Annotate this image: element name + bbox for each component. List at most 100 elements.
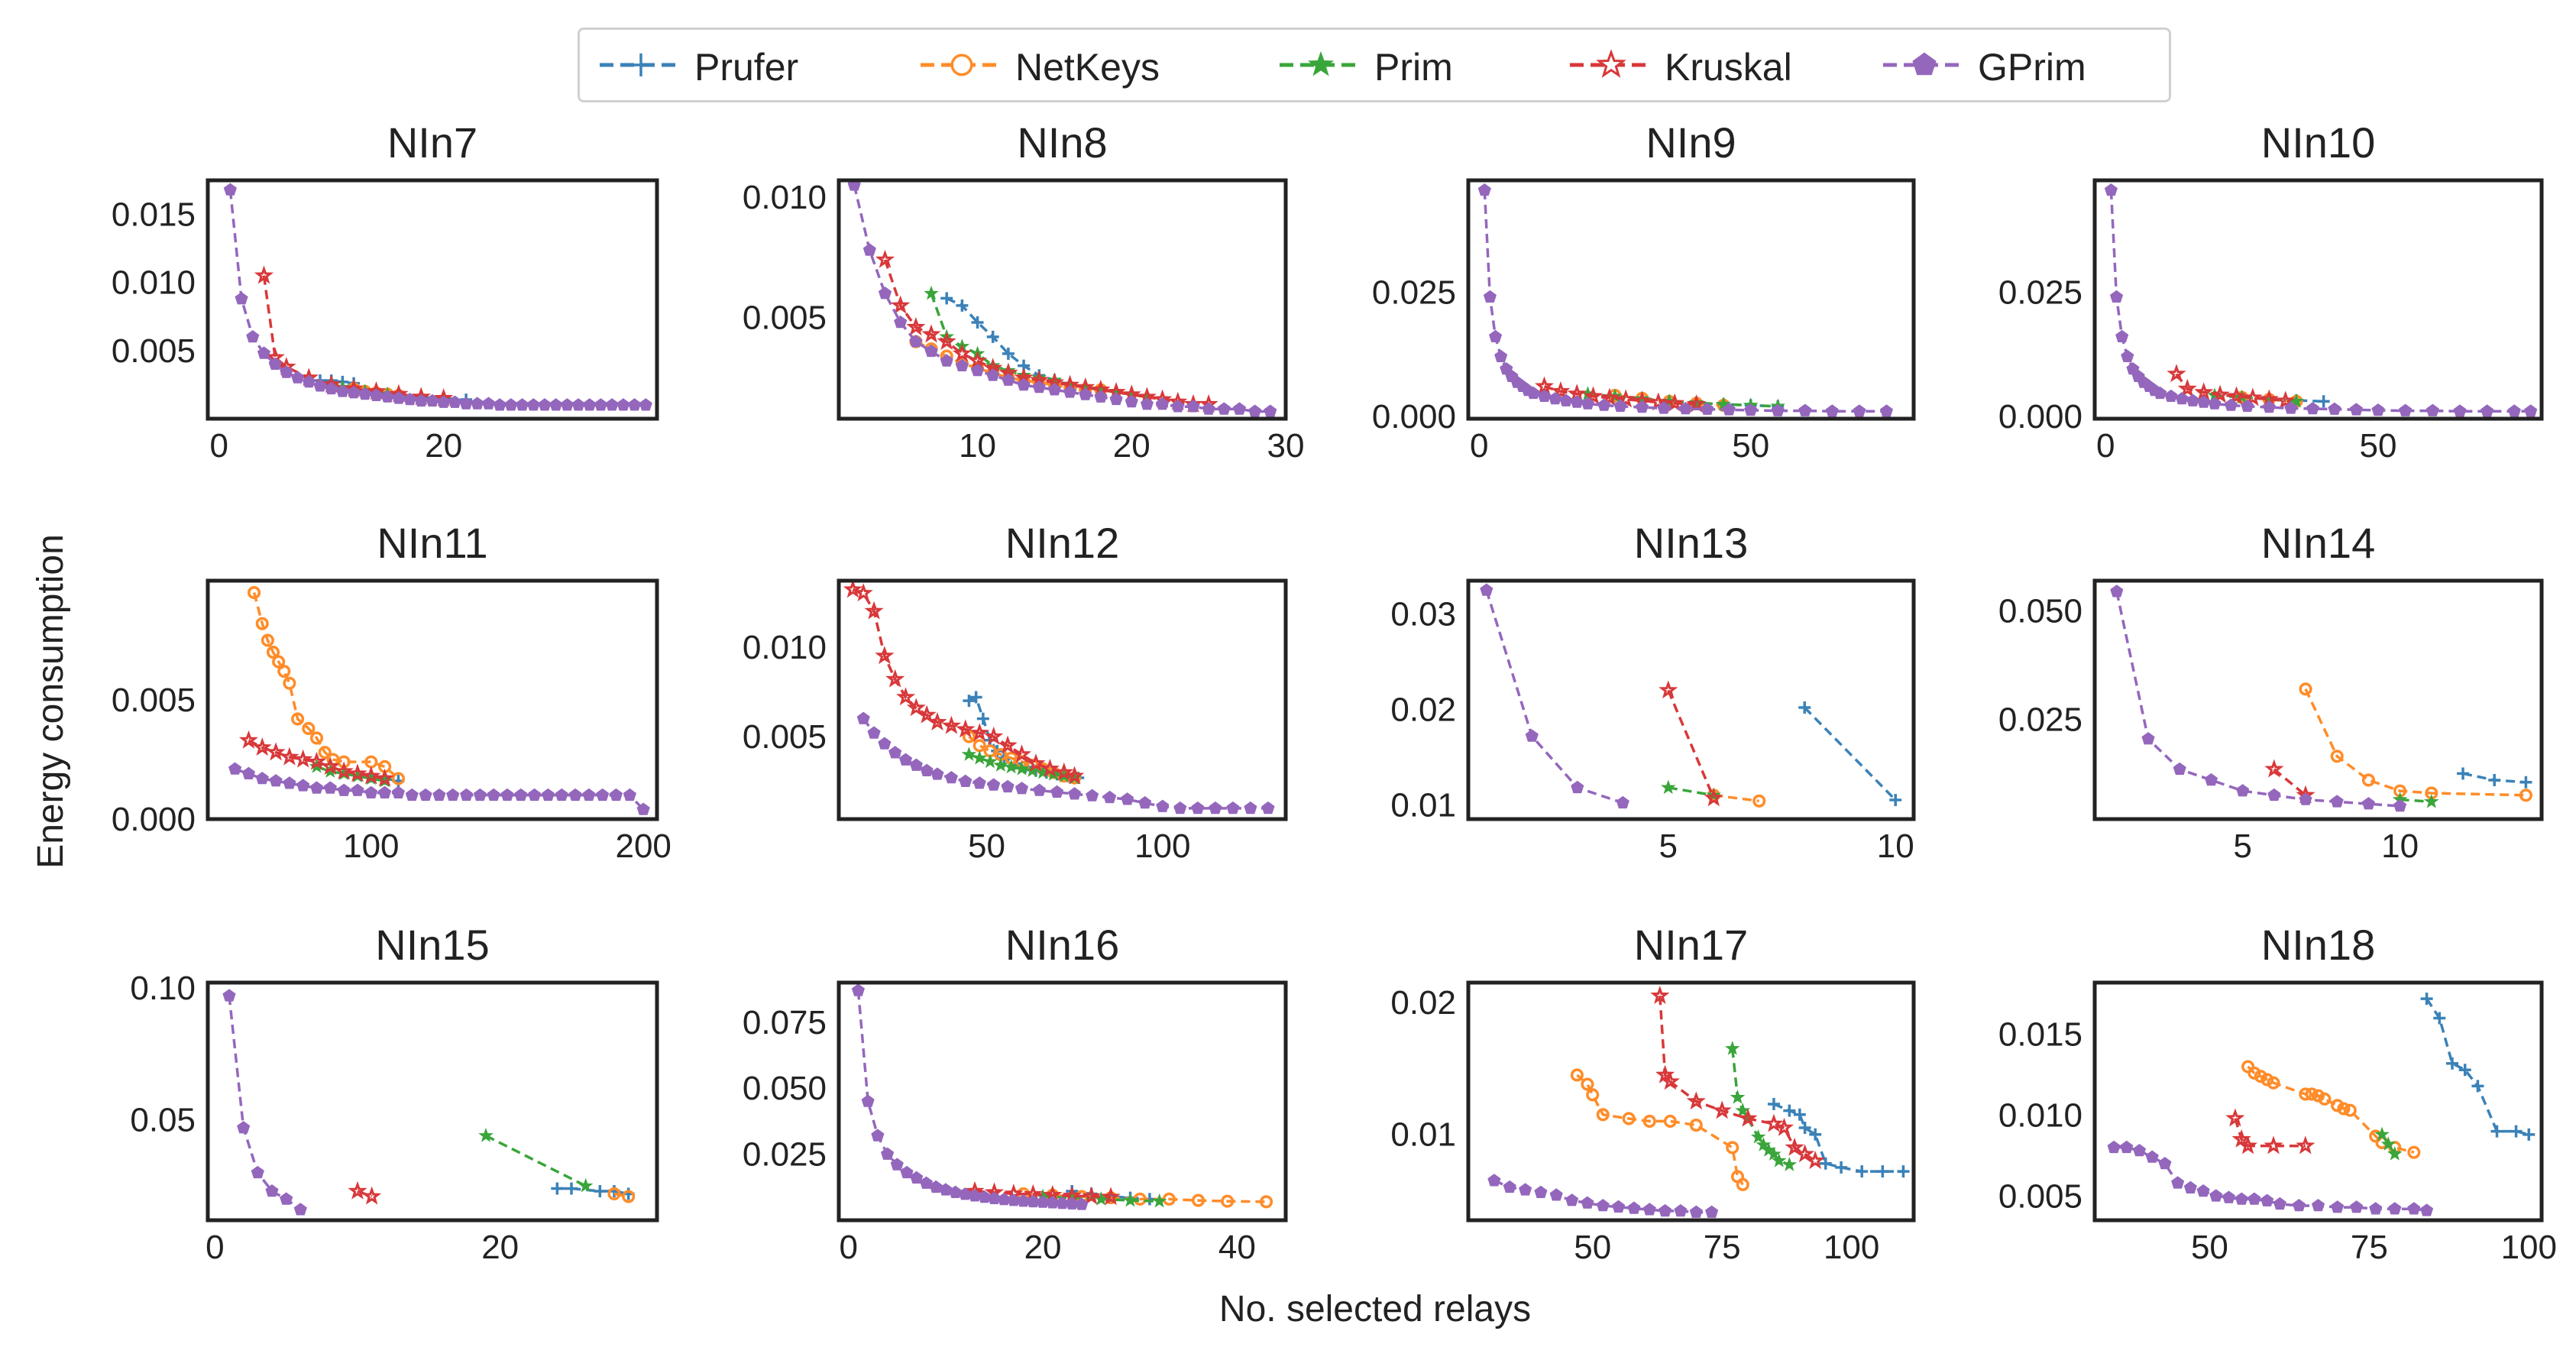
point-kruskal: [927, 712, 947, 730]
point-kruskal: [998, 735, 1018, 754]
panel-nin8: NIn8 10 20 30 0.005 0.010: [743, 118, 1305, 465]
point-gprim: [555, 788, 568, 802]
series-kruskal-nin7: [254, 265, 454, 406]
point-prufer: [2433, 1012, 2446, 1025]
plot-area-nin11: [228, 586, 650, 815]
point-gprim: [1244, 801, 1257, 815]
panel-nin15: NIn15 0 20 0.05 0.10: [130, 921, 659, 1266]
series-kruskal-nin13: [1659, 680, 1723, 807]
point-gprim: [296, 779, 310, 792]
point-netkeys: [309, 731, 324, 745]
plot-area-nin14: [2110, 585, 2532, 812]
series-line-gprim: [228, 996, 302, 1211]
point-netkeys: [2311, 1089, 2325, 1103]
point-gprim: [459, 397, 473, 410]
point-gprim: [987, 1191, 1002, 1204]
series-line-kruskal: [2234, 1118, 2306, 1148]
point-prufer: [594, 1184, 607, 1197]
point-netkeys: [318, 746, 332, 759]
point-kruskal: [885, 669, 905, 688]
point-prim: [1014, 761, 1030, 776]
point-gprim: [1483, 290, 1497, 303]
x-tick-label: 200: [615, 827, 671, 865]
legend-marker-prim: [1307, 51, 1335, 76]
point-gprim: [1581, 1196, 1594, 1209]
point-gprim: [446, 788, 460, 802]
point-netkeys: [2337, 1102, 2351, 1116]
point-gprim: [881, 1147, 895, 1160]
x-tick-label: 75: [1704, 1229, 1741, 1266]
point-gprim: [426, 393, 439, 407]
point-gprim: [987, 778, 1001, 791]
series-prufer-nin13: [1798, 701, 1902, 807]
panel-title-nin8: NIn8: [1017, 118, 1107, 167]
point-prufer: [1856, 1165, 1869, 1178]
point-netkeys: [622, 1190, 636, 1203]
series-line-gprim: [862, 717, 1268, 810]
point-gprim: [337, 783, 351, 796]
point-netkeys: [1260, 1195, 1273, 1209]
point-gprim: [1125, 394, 1138, 408]
point-gprim: [2507, 404, 2521, 417]
point-gprim: [1033, 783, 1047, 796]
panel-nin11: NIn11 100 200 0.000 0.005: [112, 519, 672, 865]
point-netkeys: [1642, 1114, 1656, 1128]
y-tick-label: 0.010: [743, 629, 827, 666]
point-kruskal: [1040, 759, 1060, 777]
point-gprim: [378, 785, 392, 798]
panel-title-nin7: NIn7: [387, 118, 477, 167]
point-gprim: [1079, 387, 1092, 400]
point-prim: [1660, 779, 1676, 795]
point-gprim: [2481, 404, 2494, 417]
series-line-kruskal: [1667, 689, 1715, 799]
point-gprim: [1032, 380, 1046, 393]
point-kruskal: [306, 751, 327, 770]
point-gprim: [1674, 1203, 1688, 1217]
point-gprim: [473, 788, 487, 802]
point-gprim: [1103, 790, 1117, 804]
point-gprim: [639, 398, 652, 411]
point-kruskal: [1738, 1108, 1758, 1127]
point-prufer: [551, 1182, 564, 1195]
point-prufer: [2490, 1125, 2503, 1138]
x-tick-label: 100: [2501, 1229, 2557, 1266]
point-prim: [1756, 1137, 1772, 1151]
point-gprim: [538, 398, 552, 411]
point-gprim: [2311, 1198, 2325, 1212]
point-netkeys: [2260, 1073, 2274, 1087]
axes-frame-nin7: [205, 178, 659, 421]
point-gprim: [1094, 390, 1108, 403]
point-prim: [924, 285, 939, 300]
series-gprim-nin17: [1487, 1174, 1719, 1218]
plot-area-nin10: [2104, 183, 2538, 417]
legend-marker-prufer: [629, 53, 652, 76]
point-netkeys: [1191, 1193, 1205, 1207]
plot-area-nin8: [847, 180, 1277, 417]
series-netkeys-nin14: [2299, 682, 2532, 802]
series-netkeys-nin11: [248, 586, 406, 785]
y-tick-label: 0.02: [1390, 984, 1456, 1022]
point-gprim: [2158, 1156, 2172, 1170]
point-kruskal: [254, 265, 274, 284]
series-kruskal-nin15: [348, 1180, 382, 1205]
point-gprim: [1109, 392, 1123, 406]
x-tick-label: 50: [968, 827, 1005, 865]
point-gprim: [610, 788, 623, 802]
point-netkeys: [2299, 682, 2312, 696]
point-gprim: [223, 183, 237, 196]
panel-title-nin14: NIn14: [2261, 519, 2375, 567]
point-kruskal: [2231, 1129, 2251, 1148]
point-gprim: [1002, 373, 1015, 386]
point-netkeys: [2407, 1145, 2421, 1159]
point-prufer: [1793, 1108, 1806, 1121]
point-kruskal: [1795, 1144, 1815, 1163]
point-prim: [578, 1177, 594, 1193]
point-gprim: [871, 1129, 885, 1142]
series-line-prim: [2400, 798, 2432, 804]
point-kruskal: [280, 747, 299, 766]
point-kruskal: [1660, 1071, 1681, 1090]
point-prufer: [2457, 767, 2470, 780]
point-gprim: [582, 788, 596, 802]
point-kruskal: [361, 766, 381, 785]
point-gprim: [414, 393, 428, 407]
